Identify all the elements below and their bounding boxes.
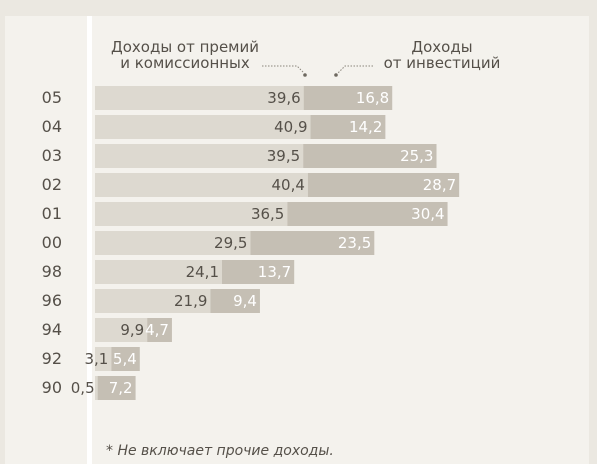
bar-investments-01 [287,202,448,226]
legend-premiums-line-1: Доходы от премий [111,38,259,56]
label-premiums-04: 40,9 [274,118,307,136]
category-label-90: 90 [42,378,62,397]
category-label-94: 94 [42,320,62,339]
bar-premiums-96 [95,289,211,313]
label-investments-94: 4,7 [145,321,169,339]
label-investments-02: 28,7 [423,176,456,194]
legend-premiums-line-2: и комиссионных [120,54,250,72]
bar-investments-05 [303,86,393,110]
label-premiums-98: 24,1 [186,263,219,281]
label-investments-96: 9,4 [233,292,257,310]
bar-premiums-90 [95,376,98,400]
legend-investments-line-2: от инвестиций [383,54,501,72]
bar-investments-04 [310,115,386,139]
bar-investments-00 [250,231,375,255]
legend-investments-dot [334,73,338,77]
label-investments-03: 25,3 [400,147,433,165]
bar-investments-96 [210,289,260,313]
bar-investments-90 [97,376,136,400]
category-label-03: 03 [42,146,62,165]
bar-investments-92 [111,347,140,371]
bar-premiums-03 [95,144,304,168]
bar-investments-03 [303,144,437,168]
bar-premiums-05 [95,86,304,110]
bar-investments-02 [307,173,460,197]
bar-premiums-02 [95,173,308,197]
label-investments-00: 23,5 [338,234,371,252]
category-label-04: 04 [42,117,62,136]
label-premiums-94: 9,9 [120,321,144,339]
label-premiums-02: 40,4 [272,176,305,194]
label-premiums-92: 3,1 [84,350,108,368]
bar-premiums-01 [95,202,288,226]
legend-premiums: Доходы от премий и комиссионных [100,39,270,71]
legend-premiums-dot [303,73,307,77]
bar-premiums-00 [95,231,251,255]
label-investments-04: 14,2 [349,118,382,136]
legend-investments: Доходы от инвестиций [362,39,522,71]
label-investments-92: 5,4 [113,350,137,368]
bar-premiums-94 [95,318,148,342]
legend-investments-leader [337,65,373,74]
label-premiums-05: 39,6 [267,89,300,107]
bar-premiums-98 [95,260,223,284]
category-label-05: 05 [42,88,62,107]
bar-premiums-92 [95,347,112,371]
bar-investments-94 [147,318,172,342]
footnote: * Не включает прочие доходы. [106,443,334,459]
label-investments-90: 7,2 [109,379,133,397]
category-label-96: 96 [42,291,62,310]
category-axis-line [87,16,92,464]
bar-premiums-04 [95,115,311,139]
category-label-98: 98 [42,262,62,281]
label-investments-05: 16,8 [356,89,389,107]
category-label-01: 01 [42,204,62,223]
label-premiums-03: 39,5 [267,147,300,165]
legend-premiums-leader [262,65,305,74]
label-premiums-01: 36,5 [251,205,284,223]
label-investments-01: 30,4 [411,205,444,223]
bar-investments-98 [222,260,295,284]
category-label-00: 00 [42,233,62,252]
label-investments-98: 13,7 [258,263,291,281]
category-label-02: 02 [42,175,62,194]
label-premiums-90: 0,5 [71,379,95,397]
label-premiums-96: 21,9 [174,292,207,310]
label-premiums-00: 29,5 [214,234,247,252]
legend-leader-lines [262,65,373,77]
legend-investments-line-1: Доходы [411,38,473,56]
category-label-92: 92 [42,349,62,368]
